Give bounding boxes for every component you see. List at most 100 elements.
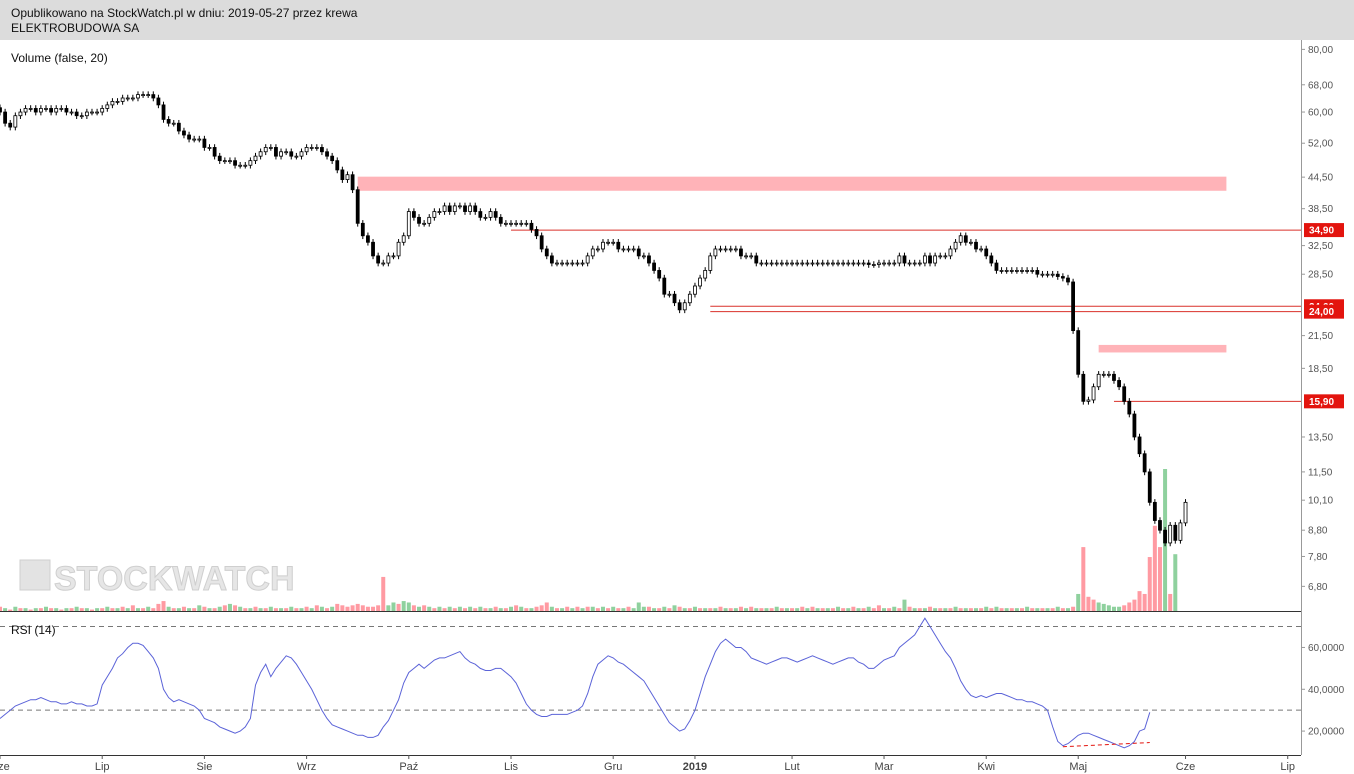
- volume-bar: [1081, 547, 1086, 611]
- volume-bar: [222, 605, 227, 611]
- candle: [396, 241, 401, 257]
- volume-bar: [181, 606, 186, 611]
- candle: [953, 241, 958, 250]
- candle: [350, 174, 355, 191]
- volume-bar: [69, 608, 74, 611]
- candle: [1025, 270, 1030, 272]
- volume-bar: [509, 606, 513, 611]
- candle: [708, 255, 713, 271]
- volume-bar: [514, 605, 519, 611]
- volume-bar: [1060, 608, 1065, 611]
- candle: [871, 264, 876, 266]
- volume-bar: [641, 606, 646, 611]
- candle: [810, 262, 815, 265]
- candle: [1076, 330, 1081, 375]
- candle: [69, 111, 74, 114]
- volume-bar: [447, 606, 452, 611]
- y-tick-label: 21,50: [1308, 331, 1333, 342]
- volume-bar: [887, 608, 892, 611]
- candle: [330, 155, 335, 162]
- candle: [984, 248, 989, 257]
- rsi-tick-label: 40,0000: [1308, 685, 1345, 696]
- candle: [1178, 522, 1183, 541]
- candle: [253, 155, 258, 162]
- candle: [861, 262, 866, 265]
- candle: [457, 205, 462, 208]
- candle: [815, 262, 820, 265]
- volume-bar: [631, 608, 636, 611]
- candle: [616, 241, 621, 250]
- candle: [294, 155, 299, 158]
- candle: [79, 115, 84, 118]
- volume-bar: [473, 608, 478, 611]
- volume-bar: [958, 608, 963, 611]
- candle: [284, 151, 289, 154]
- candle: [565, 262, 570, 265]
- volume-bar: [135, 608, 140, 611]
- volume-bar: [774, 606, 779, 611]
- candle: [555, 262, 559, 265]
- volume-bar: [820, 608, 825, 611]
- x-tick-label: Lip: [1280, 761, 1295, 773]
- volume-bar: [524, 608, 529, 611]
- candle: [115, 101, 120, 103]
- candle: [1152, 501, 1157, 521]
- volume-bar: [968, 608, 973, 611]
- volume-bar: [130, 605, 135, 611]
- candle: [483, 216, 488, 219]
- volume-bar: [141, 608, 146, 611]
- candle: [1106, 373, 1111, 376]
- candle: [192, 138, 197, 141]
- candle: [44, 108, 48, 110]
- candle: [657, 270, 662, 279]
- volume-bar: [202, 606, 207, 611]
- candle: [509, 222, 513, 225]
- candle: [800, 262, 805, 265]
- volume-bar: [698, 608, 703, 611]
- volume-bar: [667, 608, 672, 611]
- volume-bar: [115, 608, 120, 611]
- chart-header: Opublikowano na StockWatch.pl w dniu: 20…: [0, 0, 1354, 40]
- candle: [534, 229, 539, 237]
- candle: [590, 248, 595, 257]
- volume-bar: [1055, 606, 1060, 611]
- y-tick-label: 80,00: [1308, 45, 1333, 56]
- volume-bar: [713, 608, 718, 611]
- candle: [667, 293, 672, 296]
- candle: [902, 255, 907, 264]
- y-tick-label: 8,80: [1308, 526, 1328, 537]
- volume-bar: [1025, 606, 1030, 611]
- candle: [437, 211, 442, 213]
- volume-bar: [1147, 557, 1152, 611]
- candle: [877, 262, 881, 265]
- candle: [1132, 413, 1137, 438]
- volume-bar: [457, 606, 462, 611]
- candle: [161, 104, 166, 120]
- volume-bar: [907, 606, 912, 611]
- volume-bar: [8, 609, 13, 611]
- x-tick-label: Sie: [196, 761, 212, 773]
- candle: [503, 222, 508, 225]
- candle: [13, 115, 18, 128]
- volume-bar: [554, 608, 559, 611]
- volume-bar: [984, 606, 989, 611]
- y-tick-label: 11,50: [1308, 467, 1333, 478]
- volume-bar: [897, 608, 902, 611]
- volume-bar: [125, 608, 130, 611]
- candle: [544, 248, 549, 257]
- candle: [1112, 373, 1116, 381]
- candle: [309, 147, 314, 149]
- volume-bar: [1168, 593, 1173, 611]
- candle: [606, 241, 610, 244]
- volume-bar: [146, 606, 151, 611]
- volume-bar: [866, 606, 871, 611]
- candle: [1163, 529, 1167, 544]
- candle: [84, 111, 89, 117]
- candle: [912, 262, 917, 265]
- volume-bar: [534, 606, 539, 611]
- candle: [360, 222, 365, 237]
- candle: [892, 262, 897, 265]
- candle: [575, 262, 580, 265]
- volume-bar: [876, 605, 881, 611]
